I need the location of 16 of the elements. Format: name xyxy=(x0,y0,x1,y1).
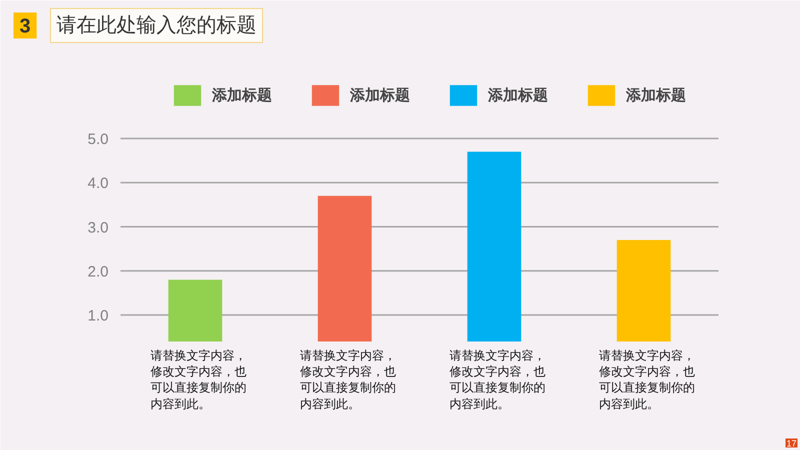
y-tick-label: 3.0 xyxy=(88,219,109,236)
text: 请替换文字内容，修改文字内容，也可以直接复制你的内容到此。 xyxy=(598,348,695,411)
text: 3 xyxy=(20,16,31,38)
legend-label: 添加标题 xyxy=(626,86,686,104)
legend-label: 添加标题 xyxy=(212,86,272,104)
y-tick-label: 2.0 xyxy=(88,263,109,280)
chart-title: 请在此处输入您的标题 xyxy=(56,14,256,36)
legend-label: 添加标题 xyxy=(350,86,410,104)
y-tick-label: 4.0 xyxy=(88,175,109,192)
y-tick-label: 1.0 xyxy=(88,308,109,325)
text: 请替换文字内容，修改文字内容，也可以直接复制你的内容到此。 xyxy=(300,348,396,411)
text: 请替换文字内容，修改文字内容，也可以直接复制你的内容到此。 xyxy=(150,348,246,411)
text: 请替换文字内容，修改文字内容，也可以直接复制你的内容到此。 xyxy=(449,348,546,411)
text: 17 xyxy=(786,438,797,448)
legend-label: 添加标题 xyxy=(488,86,548,104)
y-tick-label: 5.0 xyxy=(88,131,109,148)
